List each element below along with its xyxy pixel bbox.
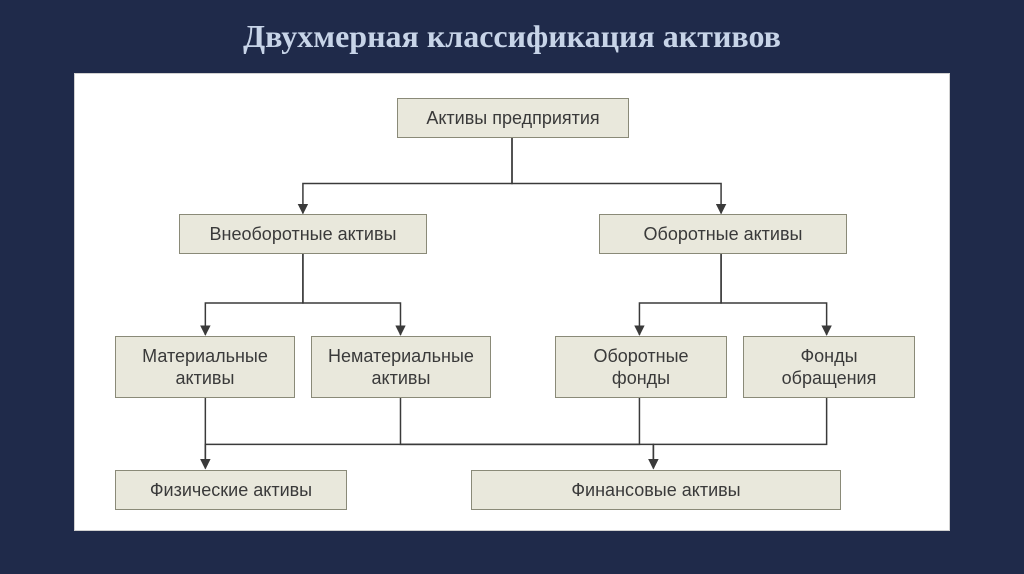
edge-fobr-fin xyxy=(653,397,826,469)
edge-obfond-phys xyxy=(205,397,639,469)
edge-vneo-mat xyxy=(205,253,303,335)
slide: Двухмерная классификация активов Активы … xyxy=(0,0,1024,574)
node-phys: Физические активы xyxy=(115,470,347,510)
node-fobr: Фонды обращения xyxy=(743,336,915,398)
edge-root-vneo xyxy=(303,138,512,214)
node-fin: Финансовые активы xyxy=(471,470,841,510)
node-obfond: Оборотные фонды xyxy=(555,336,727,398)
slide-title: Двухмерная классификация активов xyxy=(0,18,1024,55)
edge-vneo-nemat xyxy=(303,253,401,335)
node-vneo: Внеоборотные активы xyxy=(179,214,427,254)
node-nemat: Нематериальные активы xyxy=(311,336,491,398)
edge-obor-obfond xyxy=(639,253,721,335)
node-obor: Оборотные активы xyxy=(599,214,847,254)
edge-root-obor xyxy=(512,138,721,214)
edge-obor-fobr xyxy=(721,253,827,335)
node-mat: Материальные активы xyxy=(115,336,295,398)
diagram: Активы предприятия Внеоборотные активы Обо… xyxy=(74,73,950,531)
node-root: Активы предприятия xyxy=(397,98,629,138)
diagram-edges xyxy=(75,74,949,530)
edge-nemat-fin xyxy=(400,397,653,469)
